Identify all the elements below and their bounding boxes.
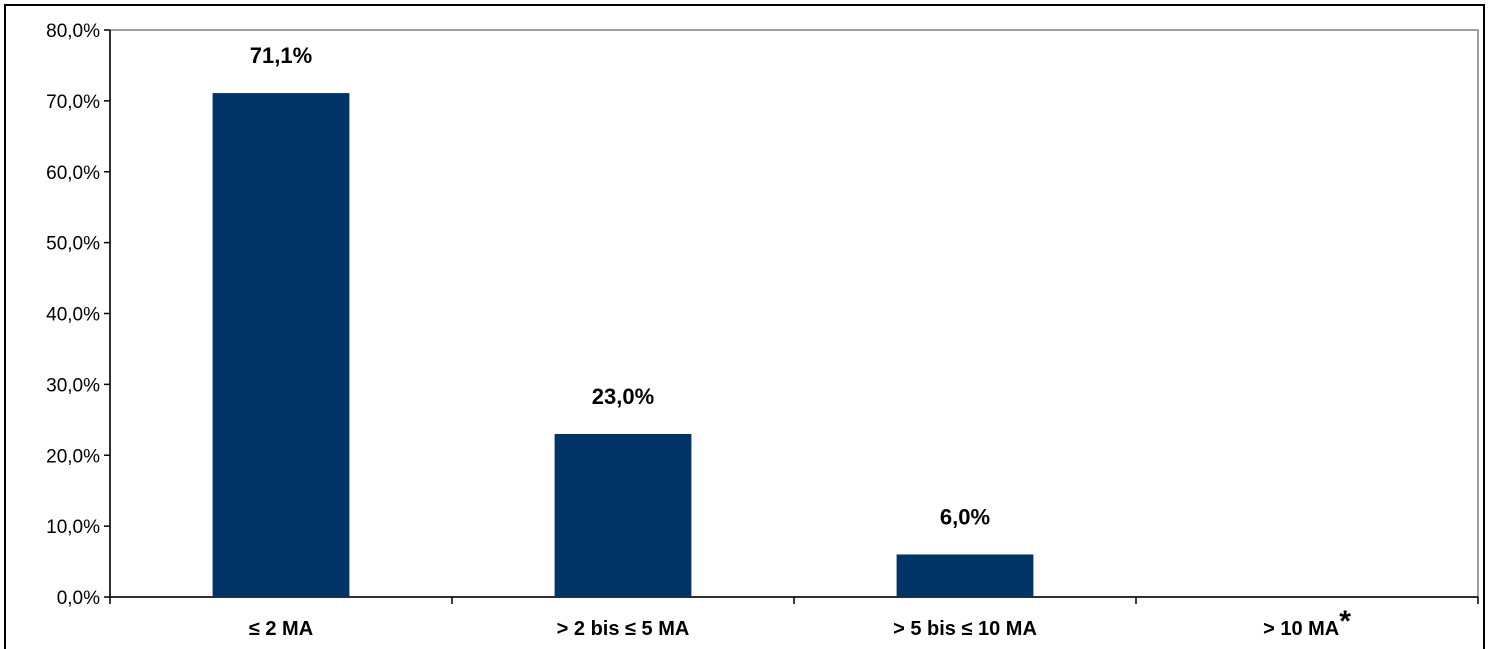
x-category-text: > 5 bis ≤ 10 MA [893, 618, 1037, 640]
x-category-text: ≤ 2 MA [249, 618, 313, 640]
data-label: 6,0% [940, 504, 990, 529]
y-tick-label: 0,0% [57, 588, 100, 609]
y-tick-label: 20,0% [46, 446, 100, 467]
y-tick-label: 80,0% [46, 21, 100, 42]
y-tick-label: 40,0% [46, 305, 100, 326]
y-tick-label: 30,0% [46, 375, 100, 396]
y-tick-label: 50,0% [46, 234, 100, 255]
data-label: 71,1% [250, 43, 312, 68]
bar [896, 554, 1034, 597]
y-tick-label: 10,0% [46, 517, 100, 538]
x-category-label: ≤ 2 MA [249, 618, 313, 640]
bar [212, 93, 350, 598]
chart-frame [4, 4, 1485, 649]
data-label: 23,0% [592, 384, 654, 409]
x-category-text: > 10 MA [1263, 618, 1339, 640]
y-tick-label: 60,0% [46, 163, 100, 184]
bar [554, 433, 692, 597]
footnote-asterisk: * [1339, 605, 1351, 638]
x-category-label: > 10 MA* [1263, 605, 1351, 640]
x-category-text: > 2 bis ≤ 5 MA [557, 618, 690, 640]
y-tick-label: 70,0% [46, 92, 100, 113]
x-category-label: > 2 bis ≤ 5 MA [557, 618, 690, 640]
x-category-label: > 5 bis ≤ 10 MA [893, 618, 1037, 640]
